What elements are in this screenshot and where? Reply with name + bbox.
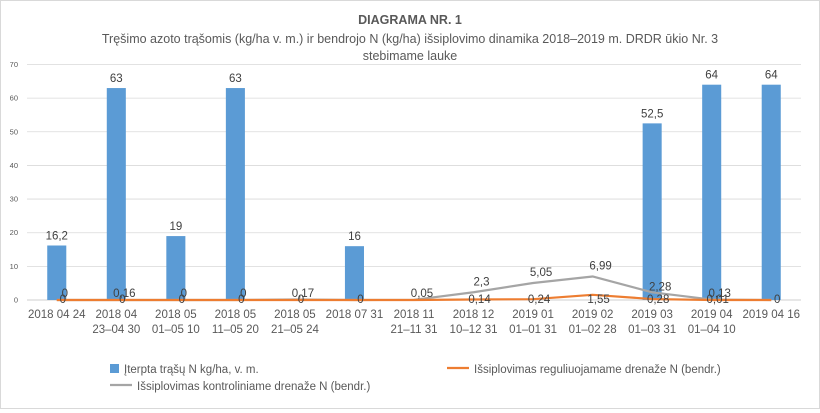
bar-data-label: 63	[229, 73, 242, 85]
x-tick-label: 2018 05	[215, 309, 257, 321]
regulated-data-label: 0,24	[528, 294, 551, 306]
x-axis-ticks: 2018 04 24 2018 04 23–04 30 2018 05 01–05 10…	[28, 309, 800, 336]
x-tick-label: 2018 12	[453, 309, 495, 321]
legend-label-regulated: Išsiplovimas reguliuojamame drenaže N (b…	[474, 364, 721, 376]
regulated-data-label: 0	[774, 294, 780, 306]
control-data-label: 0	[181, 288, 187, 300]
y-tick-label: 40	[10, 161, 18, 170]
line-series	[56, 275, 772, 302]
x-tick-label: 01–02 28	[569, 324, 617, 336]
chart-title: DIAGRAMA NR. 1	[358, 13, 462, 27]
x-tick-label: 2019 04	[691, 309, 733, 321]
x-tick-label: 2018 05	[274, 309, 316, 321]
x-tick-label: 10–12 31	[450, 324, 498, 336]
bar-data-label: 16	[348, 231, 361, 243]
control-data-label: 6,99	[589, 260, 611, 272]
bar	[106, 88, 126, 300]
y-tick-label: 10	[10, 262, 18, 271]
control-data-label: 2,28	[649, 281, 671, 293]
x-tick-label: 01–04 10	[688, 324, 736, 336]
regulated-data-label: 0	[238, 294, 244, 306]
regulated-data-label: 0	[357, 294, 363, 306]
regulated-data-label: 0	[179, 294, 185, 306]
y-tick-label: 20	[10, 228, 18, 237]
y-axis-ticks: 0 10 20 30 40 50 60 70	[10, 60, 18, 305]
regulated-data-label: 1,55	[587, 294, 609, 306]
x-tick-label: 2019 01	[512, 309, 554, 321]
series-line-regulated	[56, 293, 772, 302]
control-data-label: 0,16	[113, 288, 135, 300]
control-data-label: 0	[240, 288, 246, 300]
legend-item-control: Išsiplovimas kontroliniame drenaže N (be…	[110, 381, 370, 393]
x-tick-label: 2018 04	[96, 309, 138, 321]
x-tick-label: 01–01 31	[509, 324, 557, 336]
control-data-label: 5,05	[530, 267, 552, 279]
regulated-data-label: 0,01	[706, 294, 728, 306]
bar-data-label: 52,5	[641, 108, 663, 120]
bar	[166, 236, 186, 300]
control-data-label: 0,05	[411, 288, 433, 300]
control-data-label: 0,17	[292, 288, 314, 300]
bar-data-label: 16,2	[46, 230, 68, 242]
legend-swatch-bar	[110, 364, 119, 373]
bar-data-label: 64	[705, 70, 718, 82]
legend-label-bar: Įterpta trąšų N kg/ha, v. m.	[124, 364, 259, 376]
x-tick-label: 01–03 31	[628, 324, 676, 336]
x-tick-label: 01–05 10	[152, 324, 200, 336]
bar-data-label: 64	[765, 70, 778, 82]
x-tick-label: 11–05 20	[212, 324, 259, 336]
legend-item-bar: Įterpta trąšų N kg/ha, v. m.	[110, 364, 259, 376]
legend-item-regulated: Išsiplovimas reguliuojamame drenaže N (b…	[447, 364, 721, 376]
x-tick-label: 21–11 31	[390, 324, 437, 336]
bar	[47, 245, 67, 300]
y-tick-label: 0	[14, 296, 18, 305]
bar	[225, 88, 245, 300]
regulated-data-label: 0	[119, 294, 125, 306]
x-tick-label: 2018 07 31	[326, 309, 384, 321]
x-tick-label: 2018 04 24	[28, 309, 86, 321]
legend-label-control: Išsiplovimas kontroliniame drenaže N (be…	[137, 381, 370, 393]
y-tick-label: 30	[10, 195, 18, 204]
x-tick-label: 2019 04 16	[742, 309, 800, 321]
legend: Įterpta trąšų N kg/ha, v. m. Išsiplovima…	[110, 364, 721, 393]
y-tick-label: 50	[10, 127, 18, 136]
bar-series	[47, 84, 781, 300]
bar	[702, 84, 722, 300]
regulated-data-label: 0	[298, 294, 304, 306]
bar-data-label: 63	[110, 73, 123, 85]
x-tick-label: 2018 05	[155, 309, 197, 321]
y-tick-label: 60	[10, 94, 18, 103]
bar	[761, 84, 781, 300]
bar-data-label: 19	[169, 221, 182, 233]
chart-subtitle-line-2: stebimame lauke	[363, 49, 458, 63]
bar	[642, 123, 662, 300]
bar	[344, 246, 364, 300]
chart-subtitle-line-1: Tręšimo azoto trąšomis (kg/ha v. m.) ir …	[102, 32, 718, 46]
regulated-data-label: 0,14	[468, 294, 491, 306]
regulated-data-label: 0	[60, 294, 66, 306]
regulated-data-label: 0,28	[647, 294, 669, 306]
x-tick-label: 2019 02	[572, 309, 614, 321]
control-data-label: 2,3	[474, 276, 490, 288]
control-data-label: 0	[62, 288, 68, 300]
gridlines	[27, 64, 801, 301]
x-tick-label: 23–04 30	[92, 324, 140, 336]
x-tick-label: 21–05 24	[271, 324, 320, 336]
x-tick-label: 2018 11	[394, 309, 435, 321]
y-tick-label: 70	[10, 60, 18, 69]
control-data-label: 0,13	[708, 288, 730, 300]
x-tick-label: 2019 03	[631, 309, 673, 321]
